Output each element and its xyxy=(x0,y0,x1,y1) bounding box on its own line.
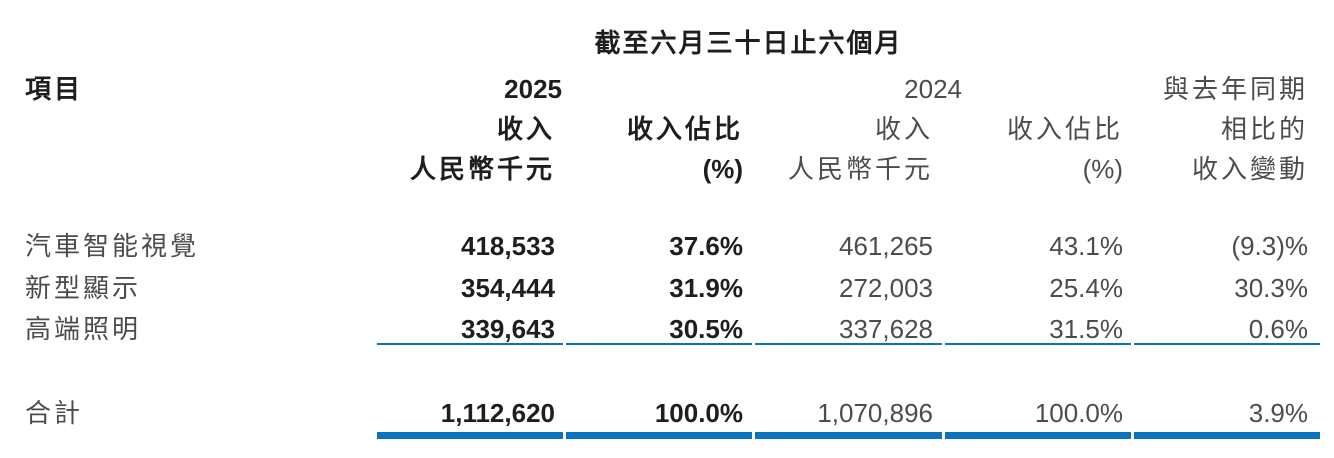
change-header-line1: 與去年同期 xyxy=(1162,74,1308,104)
separator-segment xyxy=(944,432,1131,439)
total-share-2024: 100.0% xyxy=(1034,398,1123,428)
separator-segment xyxy=(566,432,753,439)
revenue-2024-value: 272,003 xyxy=(839,273,933,303)
separator-segment xyxy=(377,343,564,345)
total-revenue-2024: 1,070,896 xyxy=(817,398,933,428)
revenue-2024-value: 337,628 xyxy=(839,314,933,344)
revenue-2024-value: 461,265 xyxy=(839,231,933,261)
table-row: 新型顯示 354,444 31.9% 272,003 25.4% 30.3% xyxy=(0,273,1334,303)
header-row-years: 項目 2025 2024 與去年同期 xyxy=(0,74,1334,104)
change-header-line3: 收入變動 xyxy=(1191,154,1308,184)
share-2024-unit: (%) xyxy=(1082,154,1123,184)
share-2024-header: 收入佔比 xyxy=(1006,114,1123,144)
total-change: 3.9% xyxy=(1248,398,1308,428)
separator-segment xyxy=(755,343,942,345)
row-label: 新型顯示 xyxy=(25,273,142,303)
total-share-2025: 100.0% xyxy=(654,398,743,428)
total-row: 合計 1,112,620 100.0% 1,070,896 100.0% 3.9… xyxy=(0,398,1334,428)
share-2025-unit: (%) xyxy=(702,154,743,184)
change-value: 0.6% xyxy=(1248,314,1308,344)
separator-segment xyxy=(944,343,1131,345)
item-column-header: 項目 xyxy=(25,74,84,104)
year-2025-header: 2025 xyxy=(504,74,562,104)
share-2025-value: 31.9% xyxy=(669,273,743,303)
share-2025-value: 37.6% xyxy=(669,231,743,261)
total-revenue-2025: 1,112,620 xyxy=(440,398,555,428)
header-row-captions-1: 收入 收入佔比 收入 收入佔比 相比的 xyxy=(0,114,1334,144)
separator-segment xyxy=(566,343,753,345)
separator-segment xyxy=(377,432,564,439)
share-2024-value: 43.1% xyxy=(1049,231,1123,261)
year-2024-header: 2024 xyxy=(904,74,962,104)
revenue-2025-unit: 人民幣千元 xyxy=(409,154,555,184)
header-row-captions-2: 人民幣千元 (%) 人民幣千元 (%) 收入變動 xyxy=(0,154,1334,184)
row-label: 高端照明 xyxy=(25,314,142,344)
separator-segment xyxy=(1133,432,1321,439)
share-2024-value: 31.5% xyxy=(1049,314,1123,344)
table-row: 高端照明 339,643 30.5% 337,628 31.5% 0.6% xyxy=(0,314,1334,344)
change-value: (9.3)% xyxy=(1231,231,1308,261)
share-2025-value: 30.5% xyxy=(669,314,743,344)
revenue-2024-unit: 人民幣千元 xyxy=(787,154,933,184)
table-row: 汽車智能視覺 418,533 37.6% 461,265 43.1% (9.3)… xyxy=(0,231,1334,261)
revenue-2025-value: 339,643 xyxy=(461,314,555,344)
share-2025-header: 收入佔比 xyxy=(626,114,743,144)
revenue-2025-header: 收入 xyxy=(496,114,555,144)
period-title: 截至六月三十日止六個月 xyxy=(594,28,903,58)
subtotal-separator-line xyxy=(377,343,1321,345)
change-header-line2: 相比的 xyxy=(1220,114,1308,144)
row-label: 汽車智能視覺 xyxy=(25,231,200,261)
revenue-2024-header: 收入 xyxy=(874,114,933,144)
total-label: 合計 xyxy=(25,398,84,428)
revenue-2025-value: 418,533 xyxy=(461,231,555,261)
change-value: 30.3% xyxy=(1234,273,1308,303)
table-bottom-line xyxy=(377,432,1321,439)
share-2024-value: 25.4% xyxy=(1049,273,1123,303)
separator-segment xyxy=(1133,343,1321,345)
separator-segment xyxy=(755,432,942,439)
revenue-2025-value: 354,444 xyxy=(461,273,555,303)
